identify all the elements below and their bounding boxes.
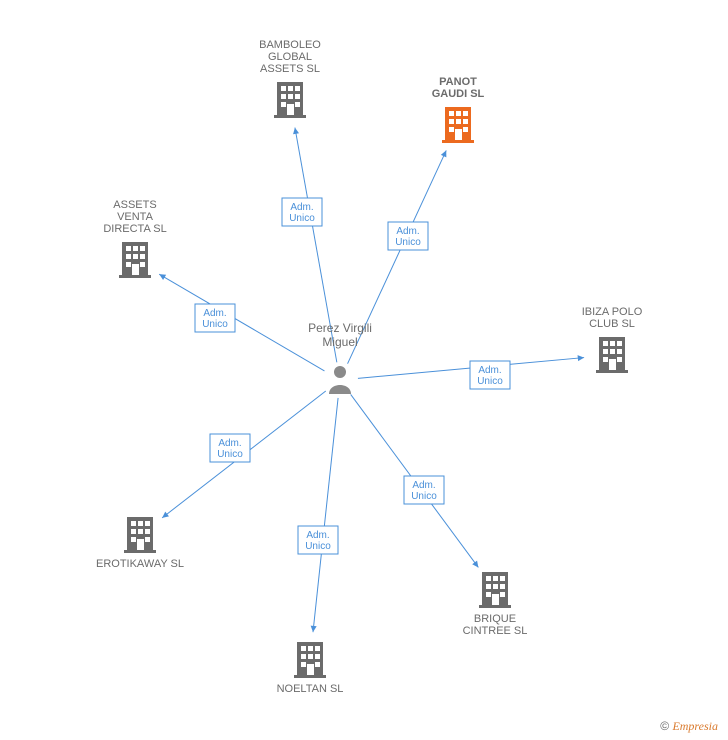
edge-line-noeltan xyxy=(313,398,338,632)
network-diagram: Adm.UnicoAdm.UnicoAdm.UnicoAdm.UnicoAdm.… xyxy=(0,0,728,740)
center-label: Miguel xyxy=(322,335,357,349)
edge-arrow-brique xyxy=(472,561,478,568)
edge-label-ibiza: Adm. xyxy=(478,365,501,376)
edge-arrow-ibiza xyxy=(578,355,585,361)
edge-label-bamboleo: Unico xyxy=(289,213,315,224)
building-icon xyxy=(442,107,474,143)
company-label-brique: BRIQUE xyxy=(474,613,516,625)
company-label-panot: GAUDI SL xyxy=(432,88,485,100)
building-icon xyxy=(479,572,511,608)
company-node-erotika xyxy=(124,517,156,553)
edge-label-ibiza: Unico xyxy=(477,376,503,387)
edge-label-brique: Adm. xyxy=(412,480,435,491)
edge-label-noeltan: Unico xyxy=(305,541,331,552)
company-label-ibiza: IBIZA POLO xyxy=(582,306,643,318)
building-icon xyxy=(294,642,326,678)
company-label-assets: DIRECTA SL xyxy=(103,223,166,235)
edge-label-noeltan: Adm. xyxy=(306,530,329,541)
company-node-bamboleo xyxy=(274,82,306,118)
edge-label-erotika: Adm. xyxy=(218,438,241,449)
edge-arrow-bamboleo xyxy=(293,128,299,135)
center-person xyxy=(329,366,351,394)
company-label-ibiza: CLUB SL xyxy=(589,318,635,330)
edge-label-assets: Adm. xyxy=(203,308,226,319)
brand-name: Empresia xyxy=(672,719,718,733)
company-node-panot xyxy=(442,107,474,143)
company-label-assets: VENTA xyxy=(117,211,154,223)
company-label-bamboleo: ASSETS SL xyxy=(260,63,320,75)
building-icon xyxy=(119,242,151,278)
company-node-brique xyxy=(479,572,511,608)
company-label-assets: ASSETS xyxy=(113,199,156,211)
edge-label-assets: Unico xyxy=(202,319,228,330)
edge-label-panot: Unico xyxy=(395,237,421,248)
company-label-brique: CINTREE SL xyxy=(463,625,528,637)
edge-label-brique: Unico xyxy=(411,491,437,502)
company-label-bamboleo: GLOBAL xyxy=(268,51,312,63)
edge-arrow-erotika xyxy=(162,512,169,518)
company-label-erotika: EROTIKAWAY SL xyxy=(96,558,184,570)
company-label-noeltan: NOELTAN SL xyxy=(277,683,344,695)
center-label: Perez Virgili xyxy=(308,321,372,335)
edge-label-panot: Adm. xyxy=(396,226,419,237)
building-icon xyxy=(596,337,628,373)
edge-label-erotika: Unico xyxy=(217,449,243,460)
company-label-bamboleo: BAMBOLEO xyxy=(259,39,321,51)
edge-label-bamboleo: Adm. xyxy=(290,202,313,213)
building-icon xyxy=(124,517,156,553)
company-label-panot: PANOT xyxy=(439,76,477,88)
company-node-ibiza xyxy=(596,337,628,373)
company-node-noeltan xyxy=(294,642,326,678)
footer-credit: © Empresia xyxy=(660,719,718,734)
edge-arrow-noeltan xyxy=(311,626,317,633)
copyright-symbol: © xyxy=(660,719,669,733)
building-icon xyxy=(274,82,306,118)
edge-line-assets xyxy=(159,274,324,371)
company-node-assets xyxy=(119,242,151,278)
person-icon xyxy=(329,366,351,394)
